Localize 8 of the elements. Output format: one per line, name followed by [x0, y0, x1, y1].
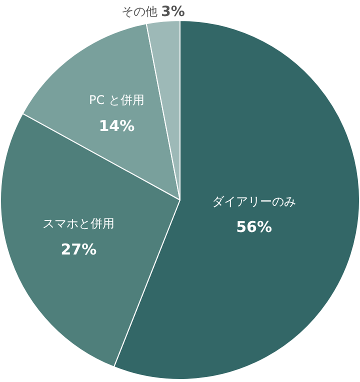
- slice-label: スマホと併用: [42, 216, 115, 231]
- data-label: 3%: [161, 4, 185, 20]
- slice-label: PC と併用: [88, 92, 144, 107]
- data-label: 27%: [60, 240, 97, 258]
- slice-label: その他: [121, 4, 158, 18]
- data-label: 14%: [98, 116, 135, 135]
- data-label: 56%: [236, 218, 272, 236]
- slice-label: ダイアリーのみ: [212, 194, 296, 208]
